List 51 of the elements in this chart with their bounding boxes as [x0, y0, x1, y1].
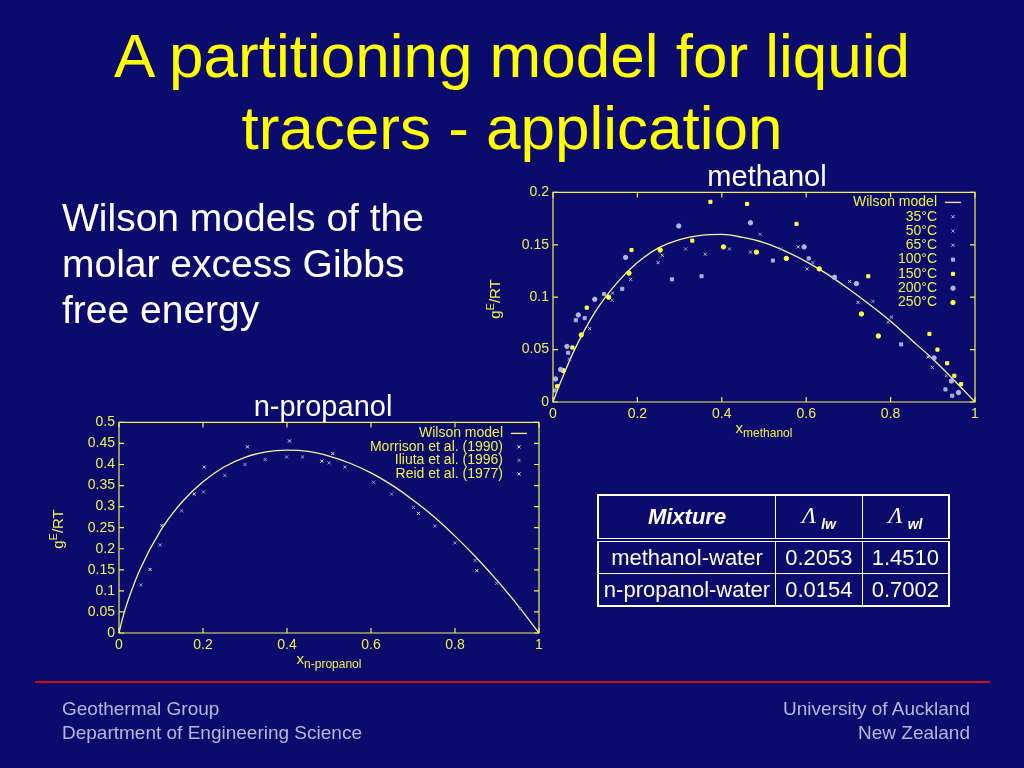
text: 0.2053 — [785, 544, 853, 570]
y-tick-label: 0.1 — [95, 581, 116, 598]
y-tick-label: 0.3 — [95, 497, 116, 514]
y-tick-label: 0 — [541, 392, 550, 409]
y-tick-label: 0.1 — [529, 288, 550, 305]
y-tick-label: 0.15 — [87, 560, 116, 577]
x-tick-label: 0.4 — [712, 405, 732, 422]
x-tick-label: 0.2 — [627, 405, 648, 422]
y-tick-label: 0.2 — [529, 183, 550, 200]
x-tick-label: 1 — [535, 636, 544, 653]
x-tick-label: 0.6 — [361, 636, 381, 653]
y-tick-label: 0.5 — [95, 413, 116, 430]
x-tick-label: 0.8 — [445, 636, 465, 653]
text: Wilson models of the molar excess Gibbs free energy — [62, 195, 425, 333]
y-tick-label: 0.25 — [87, 518, 116, 535]
x-axis-title: x$_{n-propanol}$ — [296, 650, 362, 671]
text: New Zealand — [858, 722, 970, 744]
legend-label: 150°C — [897, 264, 937, 281]
category-label: Λ$_{wl}$ — [862, 495, 949, 540]
legend-label: 35°C — [905, 207, 937, 224]
legend-label: 65°C — [905, 236, 937, 253]
x-tick-label: 0.6 — [796, 405, 817, 422]
x-tick-label: 0.4 — [277, 636, 297, 653]
text: Geothermal Group — [62, 698, 220, 720]
text: University of Auckland — [783, 698, 970, 720]
x-tick-label: 1 — [971, 405, 980, 422]
category-label: Λ$_{lw}$ — [775, 495, 863, 540]
legend-label: 200°C — [897, 279, 937, 296]
x-tick-label: 0.8 — [880, 405, 901, 422]
category-label: n-propanol-water — [603, 576, 771, 602]
y-tick-label: 0.15 — [521, 235, 550, 252]
y-tick-label: 0.45 — [87, 434, 116, 451]
text: 0.0154 — [785, 576, 853, 602]
x-tick-label: 0.2 — [193, 636, 213, 653]
y-tick-label: 0.2 — [95, 539, 116, 556]
text: 0.7002 — [871, 576, 940, 602]
text: Mixture — [598, 495, 776, 540]
y-tick-label: 0.05 — [521, 340, 550, 357]
y-tick-label: 0 — [107, 623, 116, 640]
legend-label: 100°C — [897, 250, 937, 267]
legend-label: Wilson model — [852, 193, 937, 210]
category-label: methanol-water — [611, 544, 763, 570]
y-tick-label: 0.4 — [95, 455, 116, 472]
chart-title: n-propanol — [253, 390, 393, 423]
y-tick-label: 0.05 — [87, 602, 116, 619]
text: Department of Engineering Science — [62, 722, 362, 744]
legend-label: 50°C — [905, 221, 937, 238]
legend-label: 250°C — [897, 293, 937, 310]
y-tick-label: 0.35 — [87, 476, 116, 493]
x-axis-title: x$_{methanol}$ — [735, 419, 793, 440]
text: 1.4510 — [871, 544, 940, 570]
